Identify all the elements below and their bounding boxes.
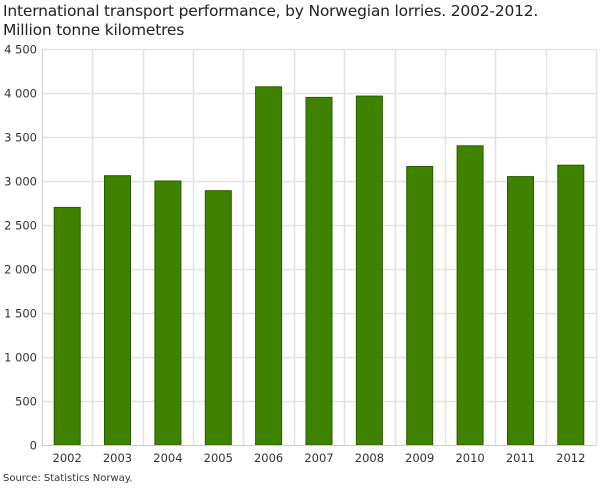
x-tick-label: 2002 <box>53 451 82 465</box>
x-tick-label: 2003 <box>103 451 132 465</box>
bar-2002[interactable] <box>53 206 81 446</box>
bar-2003[interactable] <box>104 175 131 446</box>
x-tick-label: 2009 <box>405 451 434 465</box>
y-axis: 0 500 1 000 1 500 2 000 2 500 3 000 3 500 4 000 4… <box>4 43 43 453</box>
chart-title-line1: International transport performance, by … <box>3 2 539 20</box>
y-tick-label: 3 500 <box>4 131 37 145</box>
chart-title-line2: Million tonne kilometres <box>3 21 185 39</box>
y-tick-label: 500 <box>15 395 37 409</box>
y-tick-label: 4 500 <box>4 43 37 57</box>
bar-2009[interactable] <box>406 166 434 446</box>
x-axis: 2002 2003 2004 2005 2006 2007 2008 2009 2010 2011… <box>42 445 596 465</box>
gridlines <box>42 48 598 445</box>
x-tick-label: 2005 <box>204 451 233 465</box>
bar-2008[interactable] <box>355 95 383 446</box>
y-tick-label: 1 000 <box>4 351 37 365</box>
bar-2004[interactable] <box>154 180 182 446</box>
x-tick-label: 2011 <box>506 451 535 465</box>
x-tick-label: 2006 <box>254 451 283 465</box>
bar-2011[interactable] <box>507 176 534 446</box>
y-tick-label: 4 000 <box>4 87 37 101</box>
bar-2005[interactable] <box>204 190 232 446</box>
x-tick-label: 2004 <box>153 451 182 465</box>
bar-2006[interactable] <box>255 86 283 446</box>
bars <box>53 86 585 446</box>
y-tick-label: 0 <box>30 439 37 453</box>
x-tick-label: 2010 <box>455 451 484 465</box>
bar-2007[interactable] <box>305 96 333 446</box>
bar-2012[interactable] <box>557 164 585 446</box>
x-tick-label: 2012 <box>556 451 585 465</box>
y-tick-label: 2 000 <box>4 263 37 277</box>
x-tick-label: 2008 <box>355 451 384 465</box>
y-tick-label: 1 500 <box>4 307 37 321</box>
chart-title: International transport performance, by … <box>3 2 603 40</box>
source-note: Source: Statistics Norway. <box>3 473 133 484</box>
bar-2010[interactable] <box>456 145 484 446</box>
y-tick-label: 2 500 <box>4 219 37 233</box>
y-tick-label: 3 000 <box>4 175 37 189</box>
x-tick-label: 2007 <box>304 451 333 465</box>
